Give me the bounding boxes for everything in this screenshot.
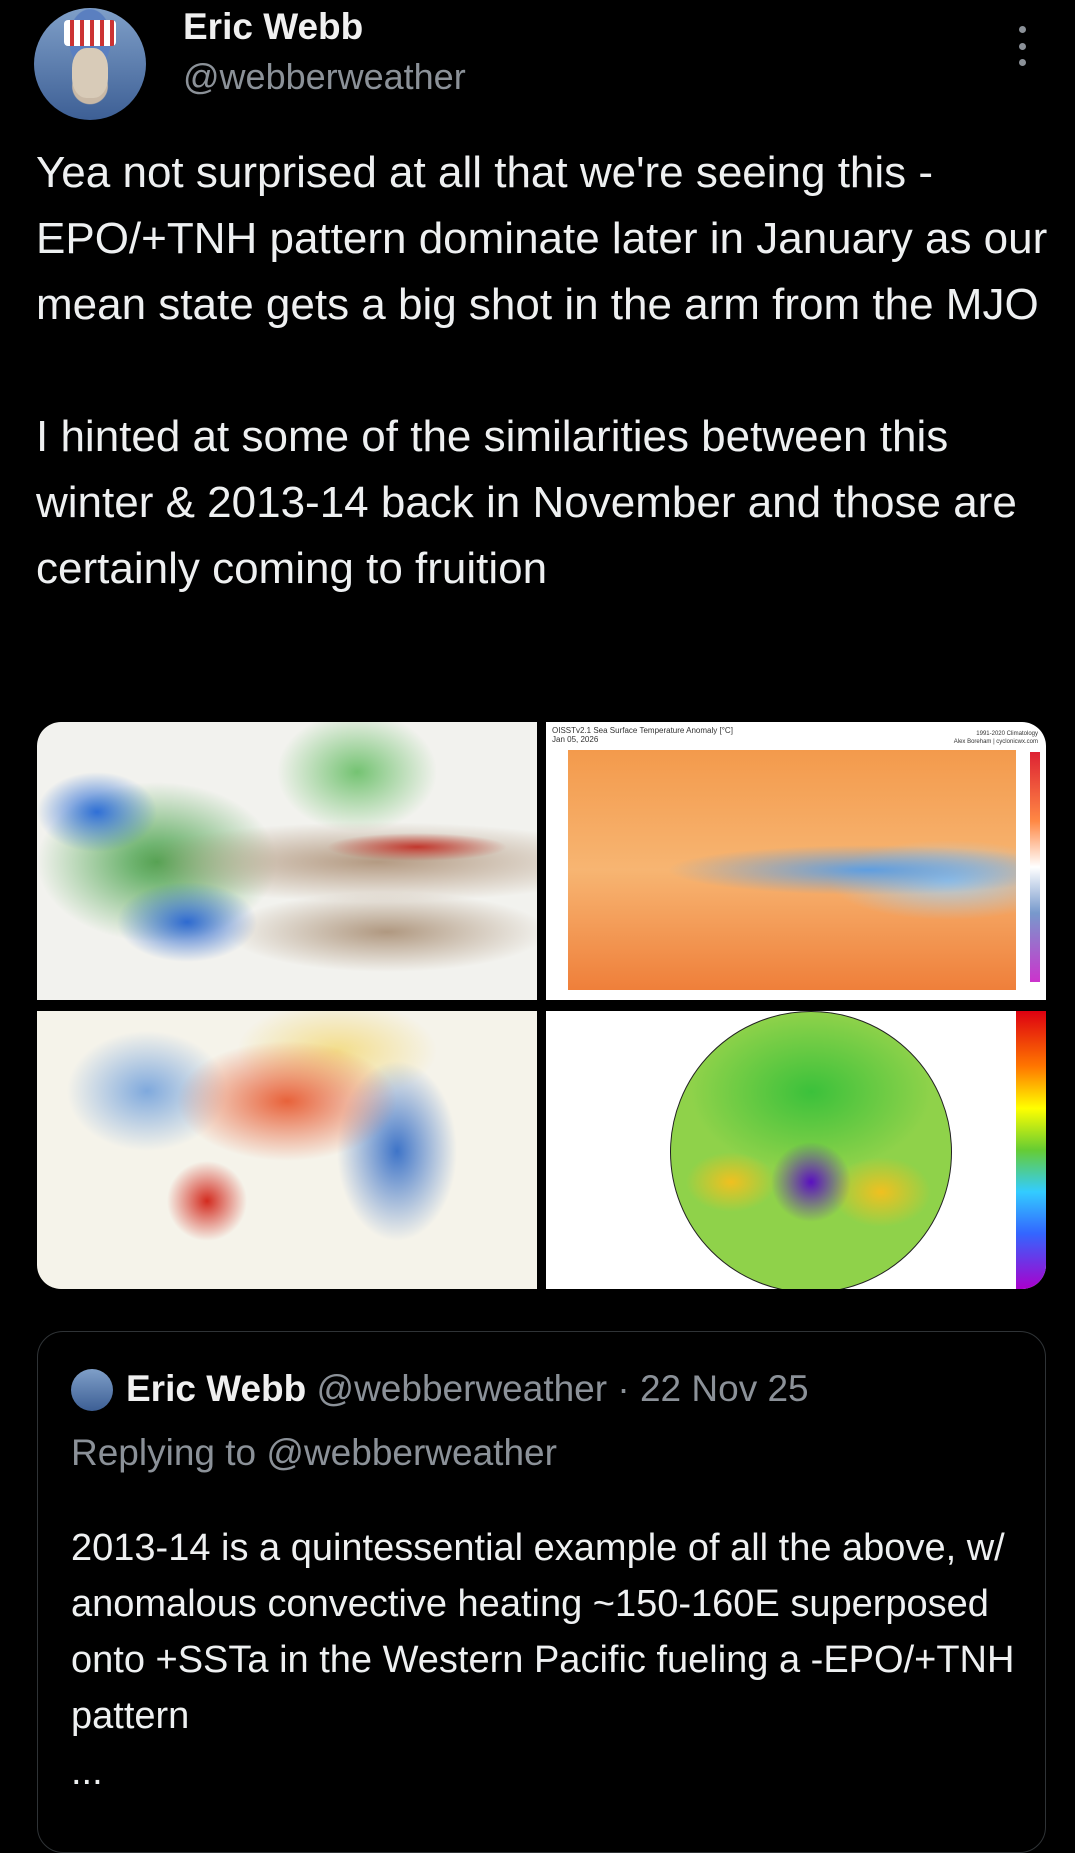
author-avatar[interactable] — [34, 8, 146, 120]
tweet-paragraph: I hinted at some of the similarities bet… — [36, 412, 1017, 593]
author-name[interactable]: Eric Webb — [183, 6, 364, 47]
sst-anomaly-map[interactable]: OISSTv2.1 Sea Surface Temperature Anomal… — [546, 722, 1046, 1000]
show-more-ellipsis: ... — [71, 1751, 103, 1793]
sst-color-scale — [1030, 752, 1040, 982]
more-options-icon[interactable] — [1012, 26, 1032, 66]
polar-anomaly-map[interactable] — [546, 1011, 1046, 1289]
sst-map-field — [568, 750, 1016, 990]
quoted-author-name: Eric Webb — [126, 1368, 307, 1409]
tweet-text: Yea not surprised at all that we're seei… — [36, 140, 1056, 602]
polar-globe — [670, 1011, 952, 1289]
sst-credit: Alex Boreham | cyclonicwx.com — [953, 739, 1038, 745]
media-grid: OISSTv2.1 Sea Surface Temperature Anomal… — [37, 722, 1046, 1289]
geopotential-height-map[interactable] — [37, 1011, 537, 1289]
author-handle[interactable]: @webberweather — [183, 56, 466, 97]
sst-climatology: 1991-2020 Climatology — [976, 731, 1038, 737]
quoted-tweet-text: 2013-14 is a quintessential example of a… — [71, 1520, 1021, 1800]
replying-to: Replying to @webberweather — [71, 1432, 557, 1473]
quoted-author-handle: @webberweather — [316, 1368, 608, 1409]
separator-dot: · — [617, 1368, 630, 1409]
quoted-tweet-card[interactable]: Eric Webb @webberweather · 22 Nov 25 Rep… — [37, 1331, 1046, 1853]
quoted-text: 2013-14 is a quintessential example of a… — [71, 1527, 1015, 1737]
quoted-author-avatar — [71, 1369, 113, 1411]
sst-map-date: Jan 05, 2026 — [552, 735, 599, 744]
tweet-paragraph: Yea not surprised at all that we're seei… — [36, 148, 1048, 329]
sst-map-title: OISSTv2.1 Sea Surface Temperature Anomal… — [552, 726, 733, 735]
quoted-date: 22 Nov 25 — [639, 1368, 809, 1409]
polar-color-scale — [1016, 1011, 1046, 1289]
quoted-tweet-header: Eric Webb @webberweather · 22 Nov 25 — [126, 1368, 809, 1410]
precipitation-anomaly-map[interactable] — [37, 722, 537, 1000]
